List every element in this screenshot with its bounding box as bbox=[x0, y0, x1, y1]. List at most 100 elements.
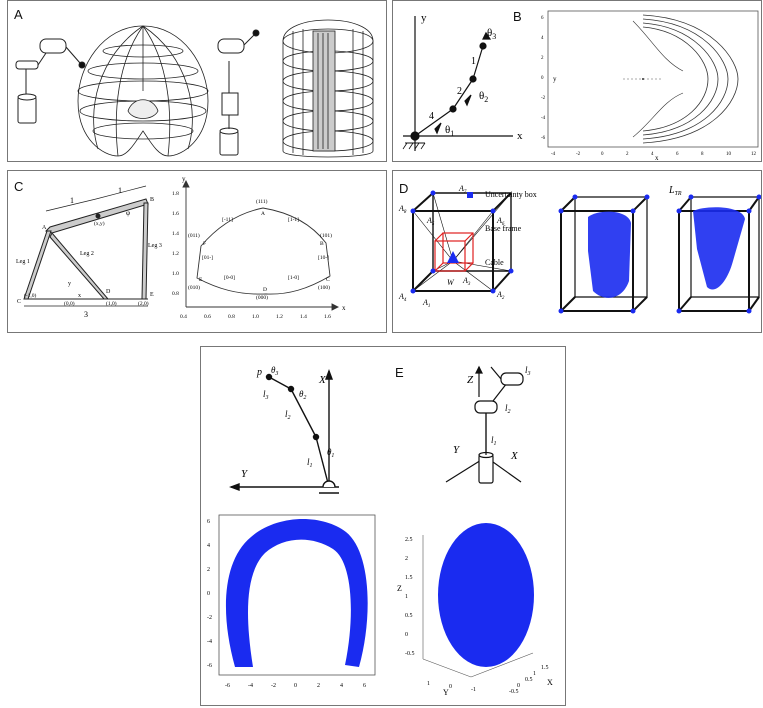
plot-b-y-label: y bbox=[553, 75, 557, 83]
planar-arm-diagram-e bbox=[229, 369, 339, 494]
tick-label: 6 bbox=[363, 683, 366, 689]
phi-label: φ bbox=[126, 209, 130, 217]
panel-a-label: A bbox=[14, 7, 23, 22]
tick-label: 1.2 bbox=[276, 314, 283, 320]
panel-e-figure: X Y p θ3 θ2 θ1 l3 l2 l1 Z Y X l1 l2 l3 bbox=[207, 365, 553, 697]
label-1m0: [1-0] bbox=[288, 275, 299, 281]
e-l2: l2 bbox=[285, 409, 291, 421]
coord-d: (1,0) bbox=[106, 300, 117, 307]
vertex-a2: A2 bbox=[496, 290, 505, 301]
tick-label: 1.4 bbox=[300, 314, 307, 320]
label-01m: [01-] bbox=[202, 255, 213, 261]
tick-label: -2 bbox=[207, 615, 212, 621]
plot-e1-x-ticks: -6 -4 -2 0 2 4 6 bbox=[225, 683, 366, 689]
panel-e-label: E bbox=[395, 365, 404, 380]
workspace-boundary-plot bbox=[182, 179, 340, 311]
plot-b-y-ticks: 6 4 2 0 -2 -4 -6 bbox=[541, 16, 546, 141]
tick-label: 0 bbox=[207, 591, 210, 597]
plot-e2-z-label: Z bbox=[397, 584, 402, 593]
label-b: B bbox=[320, 241, 324, 247]
plot-x-axis: x bbox=[342, 304, 346, 312]
plot-e2-z-ticks: 2.5 2 1.5 1 0.5 0 -0.5 bbox=[405, 537, 415, 657]
plot-e1-y-ticks: 6 4 2 0 -2 -4 -6 bbox=[207, 519, 212, 669]
plot-e2-x-ticks: 1.5 10.5 0-0.5 bbox=[509, 665, 549, 695]
tick-label: 12 bbox=[751, 152, 757, 157]
label-f: F bbox=[203, 241, 206, 247]
tick-label: 6 bbox=[676, 152, 679, 157]
label-000: (000) bbox=[256, 294, 268, 301]
workspace-point-clouds bbox=[588, 207, 745, 298]
tick-label: -2 bbox=[271, 683, 276, 689]
plot-b-x-ticks: -4 -2 0 2 4 6 8 10 12 bbox=[551, 152, 757, 157]
diagram-y-label: y bbox=[421, 12, 427, 24]
cable-robot-frame bbox=[412, 192, 512, 292]
tick-label: 1.6 bbox=[324, 314, 331, 320]
panel-b-label: B bbox=[513, 9, 522, 24]
e2-y-label: Y bbox=[453, 444, 461, 456]
cylindrical-workspace bbox=[282, 19, 374, 158]
e-y-label: Y bbox=[241, 468, 249, 480]
e-theta1: θ1 bbox=[327, 447, 334, 459]
tick-label: 0 bbox=[541, 76, 544, 81]
tick-label: -4 bbox=[248, 683, 253, 689]
coord-p: (x,y) bbox=[94, 220, 105, 227]
tick-label: 0.4 bbox=[180, 314, 187, 320]
tick-label: 0 bbox=[294, 683, 297, 689]
vertex-labels: A1 A2 A3 A4 A5 A6 A7 A8 bbox=[398, 184, 505, 309]
tick-label: 1.5 bbox=[541, 665, 549, 671]
diagram-joint-1: 1 bbox=[471, 56, 476, 67]
panel-b: B y x 4 2 1 θ1 θ2 θ3 bbox=[392, 0, 762, 162]
tick-label: 8 bbox=[701, 152, 704, 157]
label-011: (011) bbox=[188, 232, 200, 239]
parallel-mechanism-diagram bbox=[23, 185, 149, 307]
tick-label: -4 bbox=[541, 116, 546, 121]
vertex-a1: A1 bbox=[422, 298, 430, 309]
tick-label: 0.8 bbox=[172, 291, 179, 297]
label-010: (010) bbox=[188, 284, 200, 291]
plot-c-y-ticks: 1.8 1.6 1.4 1.2 1.0 0.8 bbox=[172, 191, 179, 297]
point-e: E bbox=[150, 292, 154, 298]
label-10m: [10-] bbox=[318, 255, 329, 261]
leg-3-label: Leg 3 bbox=[148, 243, 162, 249]
panel-a-figure bbox=[15, 19, 374, 158]
label-0m0: [0-0] bbox=[224, 275, 235, 281]
tick-label: 2 bbox=[207, 567, 210, 573]
diagram-theta-2: θ2 bbox=[479, 90, 488, 104]
leg-1-label: Leg 1 bbox=[16, 259, 30, 265]
diagram-theta-3: θ3 bbox=[487, 27, 496, 41]
panel-c: C 1 1 3 Leg 1 Leg 2 Leg 3 A B C D E (-1,… bbox=[7, 170, 387, 333]
diagram-theta-1: θ1 bbox=[445, 124, 454, 138]
tick-label: 0 bbox=[601, 152, 604, 157]
tick-label: 0 bbox=[405, 632, 408, 638]
tick-label: 0.8 bbox=[228, 314, 235, 320]
label-111: (111) bbox=[256, 198, 268, 205]
l-tr-label: LTR bbox=[668, 185, 682, 197]
tick-label: -2 bbox=[576, 152, 581, 157]
frame-vertices bbox=[410, 190, 514, 294]
tick-label: 0.6 bbox=[204, 314, 211, 320]
diagram-x-label: x bbox=[517, 130, 523, 142]
vertex-a6: A6 bbox=[496, 216, 505, 227]
cable-label: Cable bbox=[485, 258, 504, 267]
tick-label: -6 bbox=[541, 136, 546, 141]
label-d: D bbox=[263, 287, 267, 293]
label-c: C bbox=[326, 277, 330, 283]
vertex-a4: A4 bbox=[398, 292, 407, 303]
spatial-arm-diagram-e bbox=[445, 365, 524, 484]
point-b: B bbox=[150, 197, 154, 203]
tick-label: 1.8 bbox=[172, 191, 179, 197]
frame-vertices-2 bbox=[558, 194, 761, 314]
plot-b-x-label: x bbox=[655, 154, 659, 162]
tick-label: 2 bbox=[405, 556, 408, 562]
tick-label: 10 bbox=[726, 152, 732, 157]
point-a: A bbox=[42, 225, 47, 231]
point-d: D bbox=[106, 289, 111, 295]
panel-c-label: C bbox=[14, 179, 24, 194]
coord-o: (0,0) bbox=[64, 300, 75, 307]
coord-c: (-1,0) bbox=[24, 292, 37, 299]
e2-l1: l1 bbox=[491, 435, 497, 447]
plot-e2-x-label: X bbox=[547, 678, 553, 687]
uncertainty-box bbox=[434, 232, 474, 272]
tick-label: 4 bbox=[340, 683, 343, 689]
tick-label: -1 bbox=[471, 687, 476, 693]
